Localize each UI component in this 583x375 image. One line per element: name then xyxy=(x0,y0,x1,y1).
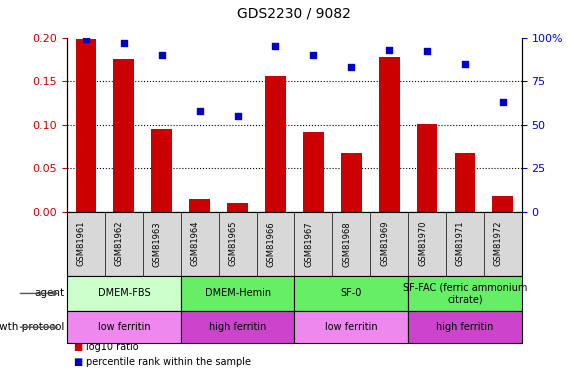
Bar xyxy=(303,132,324,212)
Text: DMEM-FBS: DMEM-FBS xyxy=(97,288,150,298)
Point xyxy=(271,43,280,49)
Point xyxy=(233,113,243,119)
Text: SF-FAC (ferric ammonium
citrate): SF-FAC (ferric ammonium citrate) xyxy=(403,283,527,304)
Point xyxy=(119,40,128,46)
Text: GSM81961: GSM81961 xyxy=(77,221,86,267)
Text: percentile rank within the sample: percentile rank within the sample xyxy=(86,357,251,367)
Text: GSM81972: GSM81972 xyxy=(494,221,503,267)
Point xyxy=(346,64,356,70)
Bar xyxy=(189,199,210,212)
Text: GSM81971: GSM81971 xyxy=(456,221,465,267)
Text: GSM81969: GSM81969 xyxy=(380,221,389,267)
Text: GSM81965: GSM81965 xyxy=(229,221,238,267)
Text: log10 ratio: log10 ratio xyxy=(86,342,138,352)
Point xyxy=(498,99,507,105)
Text: GDS2230 / 9082: GDS2230 / 9082 xyxy=(237,7,352,21)
Point xyxy=(308,52,318,58)
Text: high ferritin: high ferritin xyxy=(209,322,266,332)
Text: GSM81962: GSM81962 xyxy=(115,221,124,267)
Bar xyxy=(379,57,399,212)
Point xyxy=(82,36,91,42)
Text: DMEM-Hemin: DMEM-Hemin xyxy=(205,288,271,298)
Text: GSM81968: GSM81968 xyxy=(342,221,351,267)
Text: GSM81966: GSM81966 xyxy=(266,221,276,267)
Point xyxy=(385,47,394,53)
Text: GSM81963: GSM81963 xyxy=(153,221,162,267)
Text: low ferritin: low ferritin xyxy=(325,322,378,332)
Bar xyxy=(152,129,172,212)
Text: GSM81970: GSM81970 xyxy=(418,221,427,267)
Point xyxy=(460,61,469,67)
Text: agent: agent xyxy=(34,288,64,298)
Bar xyxy=(76,39,96,212)
Text: low ferritin: low ferritin xyxy=(97,322,150,332)
Text: growth protocol: growth protocol xyxy=(0,322,64,332)
Bar xyxy=(455,153,475,212)
Bar xyxy=(417,124,437,212)
Bar xyxy=(341,153,361,212)
Point xyxy=(157,52,167,58)
Text: high ferritin: high ferritin xyxy=(436,322,494,332)
Text: SF-0: SF-0 xyxy=(340,288,362,298)
Bar xyxy=(493,196,513,212)
Point xyxy=(422,48,431,54)
Text: GSM81964: GSM81964 xyxy=(191,221,199,267)
Text: ■: ■ xyxy=(73,342,82,352)
Point xyxy=(195,108,205,114)
Bar xyxy=(265,76,286,212)
Bar xyxy=(227,203,248,212)
Text: ■: ■ xyxy=(73,357,82,367)
Bar xyxy=(114,59,134,212)
Text: GSM81967: GSM81967 xyxy=(304,221,314,267)
